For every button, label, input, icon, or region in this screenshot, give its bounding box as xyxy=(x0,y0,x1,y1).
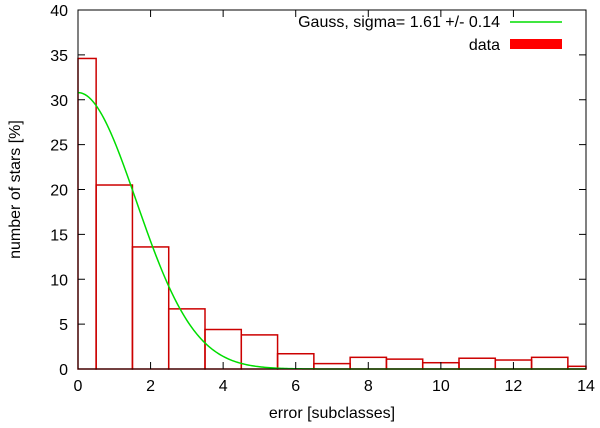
tick-labels: 0 2 4 6 8 10 12 14 0 5 10 15 20 25 30 35 40 xyxy=(50,3,595,395)
x-tick-label: 14 xyxy=(577,378,595,395)
y-tick-label: 0 xyxy=(59,362,68,379)
y-tick-label: 20 xyxy=(50,183,68,200)
x-tick-label: 4 xyxy=(219,378,228,395)
x-tick-label: 2 xyxy=(146,378,155,395)
x-tick-label: 6 xyxy=(291,378,300,395)
x-tick-label: 10 xyxy=(432,378,450,395)
y-tick-label: 35 xyxy=(50,48,68,65)
legend-swatch-data xyxy=(510,39,562,49)
legend-label-gauss: Gauss, sigma= 1.61 +/- 0.14 xyxy=(298,14,500,31)
y-tick-label: 10 xyxy=(50,272,68,289)
x-tick-label: 8 xyxy=(364,378,373,395)
plot-frame xyxy=(77,9,587,370)
x-tick-label: 12 xyxy=(505,378,523,395)
x-axis-label: error [subclasses] xyxy=(269,405,395,422)
legend: Gauss, sigma= 1.61 +/- 0.14 data xyxy=(298,14,562,54)
legend-label-data: data xyxy=(469,37,500,54)
y-tick-label: 40 xyxy=(50,3,68,20)
x-tick-label: 0 xyxy=(74,378,83,395)
y-tick-label: 25 xyxy=(50,138,68,155)
y-tick-label: 15 xyxy=(50,227,68,244)
y-axis-label: number of stars [%] xyxy=(7,120,24,259)
y-tick-label: 30 xyxy=(50,93,68,110)
y-tick-label: 5 xyxy=(59,317,68,334)
